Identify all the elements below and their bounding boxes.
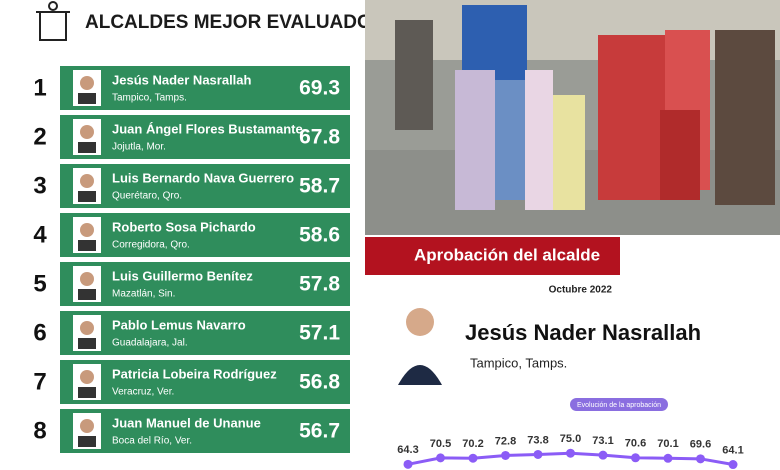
point (728, 460, 738, 470)
data-label: 75.0 (560, 433, 581, 445)
person-name: Jesús Nader Nasrallah (465, 320, 701, 345)
chart-title: Aprobación del alcalde (414, 245, 600, 264)
row-face (80, 223, 94, 237)
data-label: 70.1 (657, 438, 678, 450)
row-score: 56.7 (299, 420, 340, 443)
row-city: Tampico, Tamps. (112, 93, 187, 104)
row-city: Veracruz, Ver. (112, 387, 174, 398)
row-score: 67.8 (299, 126, 340, 149)
data-label: 70.6 (625, 438, 646, 450)
row-score: 69.3 (299, 77, 340, 100)
row-box (60, 262, 350, 306)
row-face (80, 419, 94, 433)
photo (365, 0, 780, 240)
rank-number: 5 (33, 270, 46, 297)
row-suit (78, 240, 96, 251)
rank-number: 4 (33, 221, 47, 248)
row-box (60, 164, 350, 208)
row-score: 58.6 (299, 224, 340, 247)
row-name: Patricia Lobeira Rodríguez (112, 366, 277, 381)
portrait (398, 308, 442, 385)
rank-number: 3 (33, 172, 46, 199)
row-box (60, 409, 350, 453)
legend-label: Evolución de la aprobación (577, 402, 661, 409)
row-suit (78, 142, 96, 153)
point (598, 450, 608, 460)
point (631, 453, 640, 463)
person-place: Tampico, Tamps. (470, 355, 567, 370)
point (403, 459, 413, 469)
row-city: Jojutla, Mor. (112, 142, 166, 153)
ballot-icon (36, 1, 70, 41)
row-face (80, 370, 94, 384)
row-city: Corregidora, Qro. (112, 240, 190, 251)
row-city: Guadalajara, Jal. (112, 338, 188, 349)
data-label: 64.3 (397, 444, 418, 456)
row-suit (78, 289, 96, 300)
row-box (60, 115, 350, 159)
data-label: 70.5 (430, 438, 451, 450)
point (501, 450, 510, 460)
point (468, 453, 478, 463)
header-title: ALCALDES MEJOR EVALUADOS (85, 12, 384, 33)
data-label: 64.1 (722, 444, 743, 456)
title-banner (365, 237, 620, 275)
row-box (60, 311, 350, 355)
row-box (60, 213, 350, 257)
data-label: 69.6 (690, 439, 711, 451)
row-suit (78, 436, 96, 447)
row-face (80, 321, 94, 335)
row-face (80, 174, 94, 188)
data-label: 72.8 (495, 435, 516, 447)
rank-number: 6 (33, 319, 46, 346)
row-name: Jesús Nader Nasrallah (112, 72, 252, 87)
row-name: Juan Manuel de Unanue (112, 415, 261, 430)
row-face (80, 76, 94, 90)
row-box (60, 360, 350, 404)
row-score: 57.1 (299, 322, 340, 345)
data-label: 70.2 (462, 438, 483, 450)
chart-subtitle: Octubre 2022 (549, 285, 613, 296)
data-label: 73.1 (592, 435, 613, 447)
row-name: Juan Ángel Flores Bustamante (112, 121, 303, 136)
rank-number: 2 (33, 123, 46, 150)
rank-number: 1 (33, 74, 46, 101)
row-suit (78, 191, 96, 202)
row-suit (78, 387, 96, 398)
point (436, 453, 445, 463)
rank-number: 8 (33, 417, 46, 444)
data-label: 73.8 (527, 434, 548, 446)
point (533, 449, 543, 459)
row-score: 58.7 (299, 175, 340, 198)
row-suit (78, 93, 96, 104)
row-city: Mazatlán, Sin. (112, 289, 175, 300)
legend-pill (570, 398, 668, 411)
row-suit (78, 338, 96, 349)
row-name: Luis Guillermo Benítez (112, 268, 253, 283)
row-score: 57.8 (299, 273, 340, 296)
point (566, 448, 575, 458)
row-name: Roberto Sosa Pichardo (112, 219, 256, 234)
row-face (80, 125, 94, 139)
row-box (60, 66, 350, 110)
row-name: Luis Bernardo Nava Guerrero (112, 170, 294, 185)
rank-number: 7 (33, 368, 46, 395)
row-city: Querétaro, Qro. (112, 191, 182, 202)
row-city: Boca del Río, Ver. (112, 436, 192, 447)
row-name: Pablo Lemus Navarro (112, 317, 246, 332)
row-face (80, 272, 94, 286)
point (696, 454, 705, 464)
point (663, 453, 673, 463)
row-score: 56.8 (299, 371, 340, 394)
